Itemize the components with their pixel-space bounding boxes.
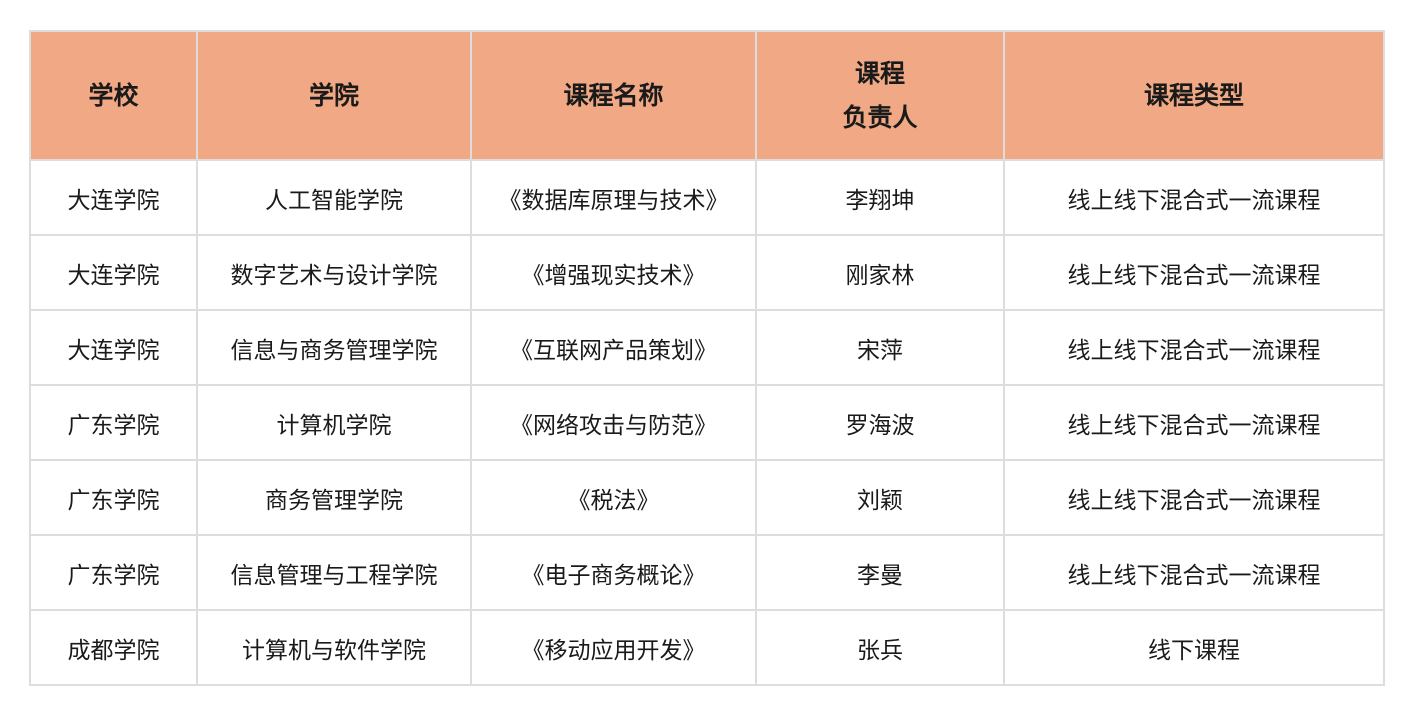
college-cell: 计算机学院 [196,384,472,461]
header-course-type: 课程类型 [1003,30,1385,161]
college-cell: 数字艺术与设计学院 [196,234,472,311]
header-course-leader-line1: 课程 [854,58,905,88]
college-cell: 计算机与软件学院 [196,609,472,686]
school-cell: 广东学院 [29,459,198,536]
course-leader-cell: 张兵 [755,609,1005,686]
school-cell: 大连学院 [29,159,198,236]
school-cell: 成都学院 [29,609,198,686]
course-name-cell: 《税法》 [470,459,757,536]
school-cell: 广东学院 [29,384,198,461]
course-name-cell: 《数据库原理与技术》 [470,159,757,236]
school-cell: 大连学院 [29,234,198,311]
college-cell: 信息管理与工程学院 [196,534,472,611]
header-course-leader-line2: 负责人 [842,102,918,132]
course-type-cell: 线上线下混合式一流课程 [1003,534,1385,611]
college-cell: 信息与商务管理学院 [196,309,472,386]
table-row: 大连学院 人工智能学院 《数据库原理与技术》 李翔坤 线上线下混合式一流课程 [29,159,1385,236]
course-leader-cell: 刚家林 [755,234,1005,311]
course-leader-cell: 宋萍 [755,309,1005,386]
course-type-cell: 线下课程 [1003,609,1385,686]
course-leader-cell: 刘颖 [755,459,1005,536]
college-cell: 商务管理学院 [196,459,472,536]
header-course-name: 课程名称 [470,30,757,161]
table-row: 大连学院 数字艺术与设计学院 《增强现实技术》 刚家林 线上线下混合式一流课程 [29,234,1385,311]
table-row: 成都学院 计算机与软件学院 《移动应用开发》 张兵 线下课程 [29,609,1385,686]
header-course-leader: 课程 负责人 [755,30,1005,161]
course-name-cell: 《增强现实技术》 [470,234,757,311]
course-leader-cell: 罗海波 [755,384,1005,461]
course-name-cell: 《网络攻击与防范》 [470,384,757,461]
header-school: 学校 [29,30,198,161]
header-college: 学院 [196,30,472,161]
table-row: 广东学院 信息管理与工程学院 《电子商务概论》 李曼 线上线下混合式一流课程 [29,534,1385,611]
course-type-cell: 线上线下混合式一流课程 [1003,459,1385,536]
course-type-cell: 线上线下混合式一流课程 [1003,159,1385,236]
course-type-cell: 线上线下混合式一流课程 [1003,384,1385,461]
college-cell: 人工智能学院 [196,159,472,236]
table-row: 广东学院 商务管理学院 《税法》 刘颖 线上线下混合式一流课程 [29,459,1385,536]
course-leader-cell: 李曼 [755,534,1005,611]
course-type-cell: 线上线下混合式一流课程 [1003,309,1385,386]
school-cell: 广东学院 [29,534,198,611]
course-type-cell: 线上线下混合式一流课程 [1003,234,1385,311]
table-row: 大连学院 信息与商务管理学院 《互联网产品策划》 宋萍 线上线下混合式一流课程 [29,309,1385,386]
course-name-cell: 《电子商务概论》 [470,534,757,611]
course-name-cell: 《移动应用开发》 [470,609,757,686]
course-leader-cell: 李翔坤 [755,159,1005,236]
course-table: 学校 学院 课程名称 课程 负责人 课程类型 大连学院 人工智能学院 《数据库原理与技… [29,30,1385,686]
school-cell: 大连学院 [29,309,198,386]
header-row: 学校 学院 课程名称 课程负责人 课程类型 [29,30,1385,161]
course-name-cell: 《互联网产品策划》 [470,309,757,386]
table-row: 广东学院 计算机学院 《网络攻击与防范》 罗海波 线上线下混合式一流课程 [29,384,1385,461]
